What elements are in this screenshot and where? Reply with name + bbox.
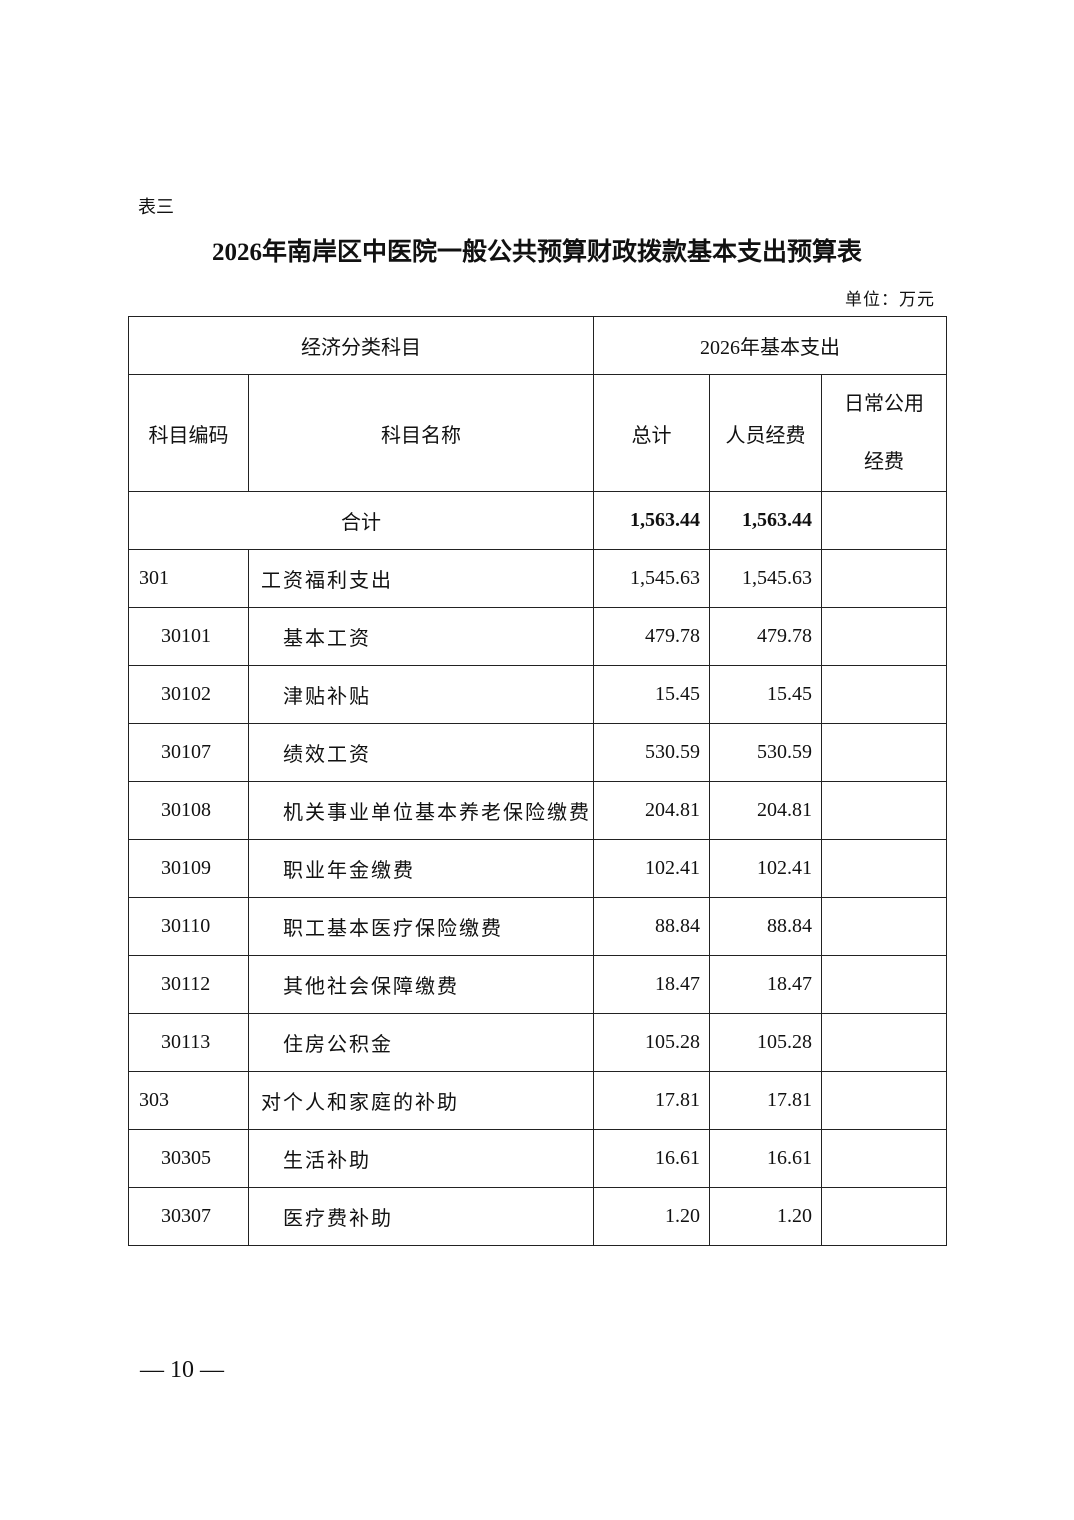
value-cell: 204.81 [709, 781, 822, 840]
unit: 单位：万元 [845, 290, 935, 309]
table-label: 表三 [138, 197, 174, 217]
empty-cell [821, 1129, 947, 1188]
total-cell: 1,563.44 [593, 491, 710, 550]
header-cell: 总计 [593, 374, 710, 492]
value-cell: 479.78 [709, 607, 822, 666]
code-cell: 30102 [128, 665, 249, 724]
name-cell: 津贴补贴 [248, 665, 594, 724]
code-cell: 303 [128, 1071, 249, 1130]
name-cell: 工资福利支出 [248, 549, 594, 608]
header-text: 日常公用经费 [844, 393, 924, 473]
value-cell: 102.41 [709, 839, 822, 898]
value-cell: 1,545.63 [709, 549, 822, 608]
name-cell: 对个人和家庭的补助 [248, 1071, 594, 1130]
empty-cell [821, 491, 947, 550]
value-cell: 88.84 [593, 897, 710, 956]
empty-cell [821, 665, 947, 724]
value-cell: 15.45 [593, 665, 710, 724]
data-row: 30102 津贴补贴 15.45 15.45 [128, 665, 947, 724]
data-row: 30112 其他社会保障缴费 18.47 18.47 [128, 955, 947, 1014]
value-cell: 88.84 [709, 897, 822, 956]
code-cell: 30307 [128, 1187, 249, 1246]
code-cell: 30109 [128, 839, 249, 898]
value-cell: 1.20 [709, 1187, 822, 1246]
value-cell: 1.20 [593, 1187, 710, 1246]
total-cell: 1,563.44 [709, 491, 822, 550]
header-row: 经济分类科目 2026年基本支出 [128, 316, 947, 375]
header-cell: 人员经费 [709, 374, 822, 492]
value-cell: 15.45 [709, 665, 822, 724]
name-cell: 绩效工资 [248, 723, 594, 782]
code-cell: 30113 [128, 1013, 249, 1072]
header-cell: 日常公用经费 [821, 374, 947, 492]
header-cell: 科目编码 [128, 374, 249, 492]
name-cell: 基本工资 [248, 607, 594, 666]
data-row: 30110 职工基本医疗保险缴费 88.84 88.84 [128, 897, 947, 956]
data-row: 30101 基本工资 479.78 479.78 [128, 607, 947, 666]
header-cell: 2026年基本支出 [593, 316, 947, 375]
empty-cell [821, 1187, 947, 1246]
value-cell: 18.47 [593, 955, 710, 1014]
empty-cell [821, 839, 947, 898]
value-cell: 479.78 [593, 607, 710, 666]
title: 2026年南岸区中医院一般公共预算财政拨款基本支出预算表 [211, 239, 862, 266]
name-cell: 生活补助 [248, 1129, 594, 1188]
value-cell: 102.41 [593, 839, 710, 898]
code-cell: 30110 [128, 897, 249, 956]
value-cell: 18.47 [709, 955, 822, 1014]
page-number: — 10 — [140, 1357, 224, 1383]
empty-cell [821, 549, 947, 608]
name-cell: 住房公积金 [248, 1013, 594, 1072]
name-cell: 机关事业单位基本养老保险缴费 [248, 781, 594, 840]
value-cell: 17.81 [593, 1071, 710, 1130]
name-cell: 职工基本医疗保险缴费 [248, 897, 594, 956]
code-cell: 30108 [128, 781, 249, 840]
value-cell: 17.81 [709, 1071, 822, 1130]
empty-cell [821, 723, 947, 782]
code-cell: 301 [128, 549, 249, 608]
empty-cell [821, 607, 947, 666]
value-cell: 530.59 [709, 723, 822, 782]
header-cell: 科目名称 [248, 374, 594, 492]
header-row: 科目编码 科目名称 总计 人员经费 日常公用经费 [128, 374, 947, 492]
value-cell: 1,545.63 [593, 549, 710, 608]
data-row: 30107 绩效工资 530.59 530.59 [128, 723, 947, 782]
value-cell: 105.28 [593, 1013, 710, 1072]
name-cell: 职业年金缴费 [248, 839, 594, 898]
budget-table: 经济分类科目 2026年基本支出 科目编码 科目名称 总计 人员经费 日常公用经… [128, 316, 947, 1246]
empty-cell [821, 781, 947, 840]
empty-cell [821, 897, 947, 956]
data-row: 30307 医疗费补助 1.20 1.20 [128, 1187, 947, 1246]
value-cell: 105.28 [709, 1013, 822, 1072]
data-row: 30305 生活补助 16.61 16.61 [128, 1129, 947, 1188]
data-row: 301 工资福利支出 1,545.63 1,545.63 [128, 549, 947, 608]
value-cell: 530.59 [593, 723, 710, 782]
value-cell: 16.61 [593, 1129, 710, 1188]
data-row: 30109 职业年金缴费 102.41 102.41 [128, 839, 947, 898]
header-cell: 经济分类科目 [128, 316, 594, 375]
value-cell: 204.81 [593, 781, 710, 840]
code-cell: 30101 [128, 607, 249, 666]
total-row: 合计 1,563.44 1,563.44 [128, 491, 947, 550]
data-row: 30113 住房公积金 105.28 105.28 [128, 1013, 947, 1072]
data-row: 303 对个人和家庭的补助 17.81 17.81 [128, 1071, 947, 1130]
code-cell: 30305 [128, 1129, 249, 1188]
total-label: 合计 [128, 491, 594, 550]
empty-cell [821, 955, 947, 1014]
value-cell: 16.61 [709, 1129, 822, 1188]
code-cell: 30107 [128, 723, 249, 782]
name-cell: 医疗费补助 [248, 1187, 594, 1246]
data-row: 30108 机关事业单位基本养老保险缴费 204.81 204.81 [128, 781, 947, 840]
empty-cell [821, 1013, 947, 1072]
empty-cell [821, 1071, 947, 1130]
name-cell: 其他社会保障缴费 [248, 955, 594, 1014]
code-cell: 30112 [128, 955, 249, 1014]
